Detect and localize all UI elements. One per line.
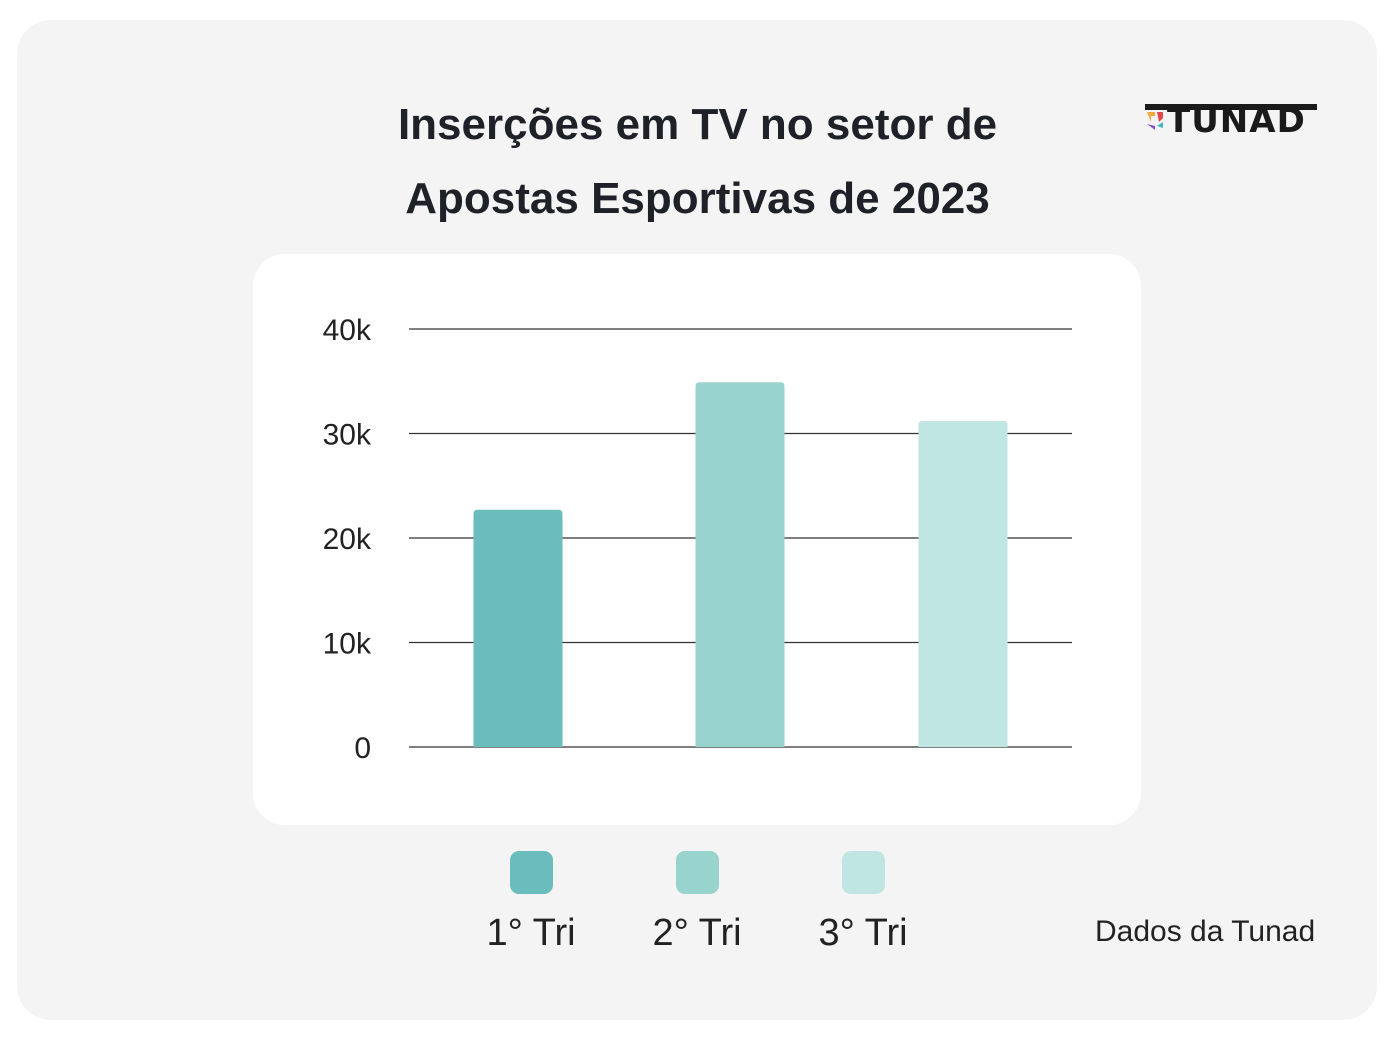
title-line-1: Inserções em TV no setor de: [397, 100, 998, 149]
y-tick-label: 0: [354, 732, 371, 765]
title-line-2: Apostas Esportivas de 2023: [405, 174, 990, 223]
legend-swatch-1-tri: [510, 851, 553, 894]
tunad-logo: TUNAD: [1145, 101, 1317, 136]
y-tick-label: 40k: [323, 314, 372, 347]
bar-2: [695, 382, 785, 747]
bar-1: [473, 509, 563, 747]
chart-title: Inserções em TV no setor de Apostas Espo…: [300, 88, 1095, 236]
svg-text:TUNAD: TUNAD: [1167, 101, 1306, 136]
legend-swatch-2-tri: [676, 851, 719, 894]
y-tick-label: 20k: [323, 523, 372, 556]
bar-3: [918, 420, 1008, 747]
y-tick-label: 30k: [323, 419, 372, 452]
legend-label-2-tri: 2° Tri: [652, 912, 742, 954]
legend-label-1-tri: 1° Tri: [486, 912, 576, 954]
source-note: Dados da Tunad: [1095, 915, 1316, 948]
legend-swatch-3-tri: [842, 851, 885, 894]
legend-label-3-tri: 3° Tri: [818, 912, 908, 954]
y-tick-label: 10k: [323, 628, 372, 661]
